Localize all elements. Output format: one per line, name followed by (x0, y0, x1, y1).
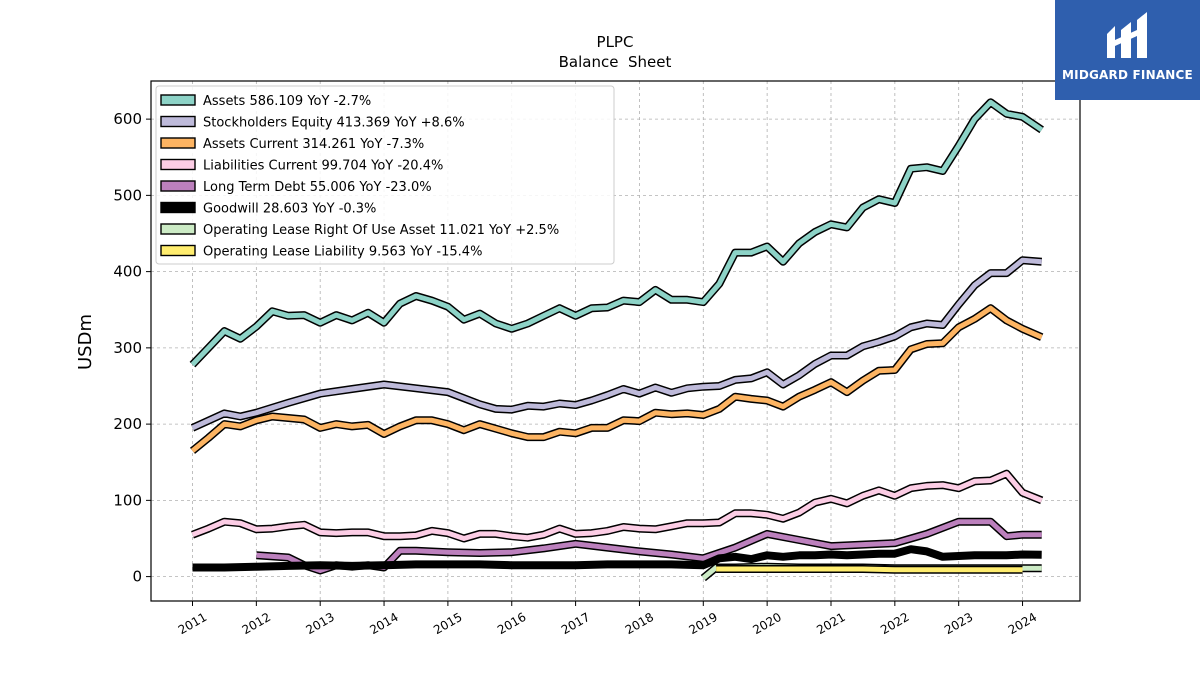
brand-logo: MIDGARD FINANCE (1055, 0, 1200, 100)
series-line (716, 566, 1023, 573)
y-tick-label: 600 (113, 110, 142, 128)
plot-frame (150, 80, 1081, 602)
legend-label: Operating Lease Right Of Use Asset 11.02… (203, 223, 559, 238)
series-layer (189, 98, 1044, 582)
series-line (191, 257, 1042, 431)
x-tick-label: 2016 (495, 610, 528, 637)
y-tick-label: 0 (132, 568, 142, 586)
legend-label: Assets Current 314.261 YoY -7.3% (203, 137, 424, 152)
legend-label: Long Term Debt 55.006 YoY -23.0% (203, 180, 432, 195)
legend-swatch (160, 94, 196, 106)
series-line (192, 545, 1042, 572)
chart-title: PLPC (597, 33, 634, 51)
legend-swatch (160, 244, 196, 257)
x-tick-label: 2011 (176, 610, 209, 637)
x-tick-label: 2018 (623, 610, 656, 637)
y-tick-label: 500 (113, 186, 142, 204)
legend-swatch (160, 137, 196, 149)
y-tick-label: 300 (113, 339, 142, 357)
x-tick-label: 2015 (431, 610, 464, 637)
y-axis-label: USDm (75, 314, 96, 370)
brand-name: MIDGARD FINANCE (1062, 68, 1193, 82)
y-tick-label: 400 (113, 263, 142, 281)
series-assets-current (189, 304, 1044, 454)
x-tick-label: 2017 (559, 610, 592, 637)
x-tick-label: 2022 (878, 610, 911, 637)
legend: Assets 586.109 YoY -2.7% Stockholders Equ… (155, 85, 615, 265)
x-tick-label: 2024 (1006, 610, 1039, 637)
y-tick-label: 200 (113, 415, 142, 433)
x-tick-label: 2023 (942, 610, 975, 637)
series-goodwill (192, 545, 1042, 572)
x-tick-label: 2013 (303, 610, 336, 637)
legend-label: Stockholders Equity 413.369 YoY +8.6% (203, 116, 465, 131)
x-tick-label: 2021 (814, 610, 847, 637)
y-tick-label: 100 (113, 491, 142, 509)
series-line (191, 471, 1043, 541)
chart-subtitle: Balance Sheet (559, 53, 672, 71)
x-tick-label: 2020 (750, 610, 783, 637)
x-tick-label: 2014 (367, 610, 400, 637)
legend-label: Goodwill 28.603 YoY -0.3% (203, 202, 376, 217)
series-operating-lease-liability (716, 565, 1023, 574)
series-assets (189, 98, 1044, 368)
x-tick-label: 2019 (687, 610, 720, 637)
legend-label: Liabilities Current 99.704 YoY -20.4% (203, 159, 443, 174)
series-liabilities-current (191, 469, 1044, 543)
legend-swatch (160, 158, 196, 171)
series-line (190, 99, 1044, 367)
legend-swatch (160, 223, 196, 235)
legend-label: Assets 586.109 YoY -2.7% (203, 94, 371, 109)
legend-box (155, 85, 615, 265)
legend-label: Operating Lease Liability 9.563 YoY -15.… (203, 245, 482, 260)
legend-swatch (160, 180, 196, 192)
series-stockholders-equity (190, 256, 1043, 432)
series-line (190, 305, 1043, 453)
x-tick-label: 2012 (240, 610, 273, 637)
legend-swatch (160, 201, 196, 214)
midgard-logo-icon (1107, 12, 1147, 58)
legend-swatch (160, 115, 196, 128)
